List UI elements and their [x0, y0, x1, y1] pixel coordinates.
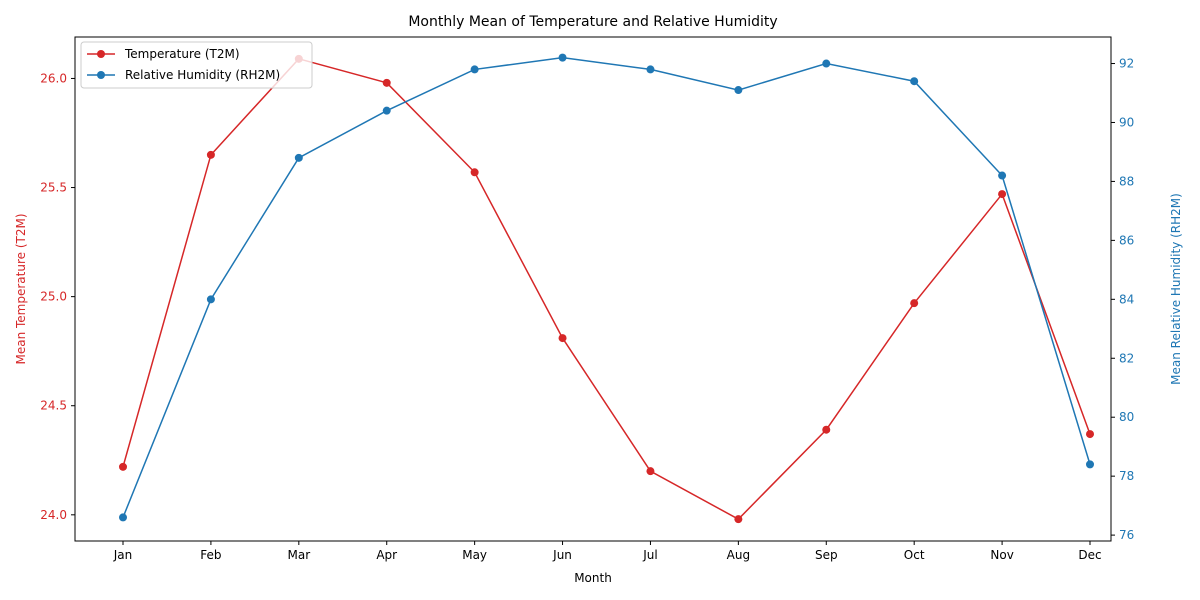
x-tick-label: Jun [552, 548, 572, 562]
data-point-humidity [822, 59, 831, 68]
x-tick-label: Mar [287, 548, 310, 562]
data-point-humidity [998, 171, 1007, 180]
x-axis-title: Month [574, 571, 612, 585]
x-axis-ticks: Jan Feb Mar Apr May Jun Jul Aug Sep Oct Nov Dec [113, 541, 1102, 562]
data-point-temperature [646, 467, 655, 476]
y-left-tick-label: 24.0 [40, 508, 67, 522]
data-point-temperature [470, 168, 479, 177]
x-tick-label: Sep [815, 548, 838, 562]
data-point-temperature [382, 78, 391, 87]
y-right-tick-label: 92 [1119, 57, 1134, 71]
y-left-axis-title: Mean Temperature (T2M) [14, 213, 28, 364]
y-left-tick-label: 25.0 [40, 290, 67, 304]
data-point-temperature [119, 462, 127, 471]
data-point-temperature [558, 334, 567, 343]
x-tick-label: Oct [904, 548, 925, 562]
series-layer [119, 53, 1094, 524]
y-right-tick-label: 84 [1119, 292, 1134, 306]
data-point-temperature [734, 515, 743, 524]
y-left-axis-ticks: 24.0 24.5 25.0 25.5 26.0 [40, 71, 75, 522]
x-tick-label: Jul [642, 548, 657, 562]
data-point-humidity [1086, 460, 1094, 469]
y-left-tick-label: 25.5 [40, 181, 67, 195]
legend-marker-temperature [97, 50, 105, 58]
data-point-temperature [206, 150, 215, 159]
y-left-tick-label: 26.0 [40, 71, 67, 85]
data-point-humidity [734, 86, 743, 95]
series-line-humidity [122, 56, 1091, 518]
y-right-tick-label: 86 [1119, 233, 1134, 247]
legend-label-temperature: Temperature (T2M) [124, 47, 240, 61]
x-tick-label: Aug [727, 548, 750, 562]
y-left-tick-label: 24.5 [40, 399, 67, 413]
x-tick-label: Nov [990, 548, 1013, 562]
data-point-humidity [470, 65, 479, 74]
data-point-humidity [206, 295, 215, 304]
y-right-tick-label: 88 [1119, 174, 1134, 188]
y-right-tick-label: 82 [1119, 351, 1134, 365]
legend-marker-humidity [97, 71, 105, 79]
data-point-temperature [1086, 430, 1094, 439]
y-right-tick-label: 80 [1119, 410, 1134, 424]
x-tick-label: May [462, 548, 487, 562]
x-tick-label: Dec [1078, 548, 1101, 562]
series-line-temperature [122, 57, 1091, 521]
data-point-temperature [910, 299, 919, 308]
y-right-tick-label: 90 [1119, 115, 1134, 129]
y-right-axis-ticks: 76 78 80 82 84 86 88 90 92 [1111, 57, 1134, 542]
y-right-tick-label: 78 [1119, 469, 1134, 483]
plot-area [74, 36, 1112, 542]
y-right-axis-title: Mean Relative Humidity (RH2M) [1169, 193, 1183, 385]
data-point-temperature [998, 190, 1007, 199]
data-point-humidity [646, 65, 655, 74]
data-point-humidity [382, 106, 391, 115]
x-tick-label: Jan [113, 548, 133, 562]
data-point-temperature [822, 425, 831, 434]
legend-label-humidity: Relative Humidity (RH2M) [125, 68, 280, 82]
legend: Temperature (T2M) Relative Humidity (RH2… [80, 41, 313, 89]
legend-box [80, 41, 313, 89]
data-point-humidity [119, 513, 127, 522]
data-point-humidity [294, 153, 303, 162]
y-right-tick-label: 76 [1119, 528, 1134, 542]
x-tick-label: Feb [200, 548, 221, 562]
data-point-humidity [910, 77, 919, 86]
x-tick-label: Apr [376, 548, 397, 562]
chart-title: Monthly Mean of Temperature and Relative… [408, 14, 777, 30]
data-point-humidity [558, 53, 567, 62]
